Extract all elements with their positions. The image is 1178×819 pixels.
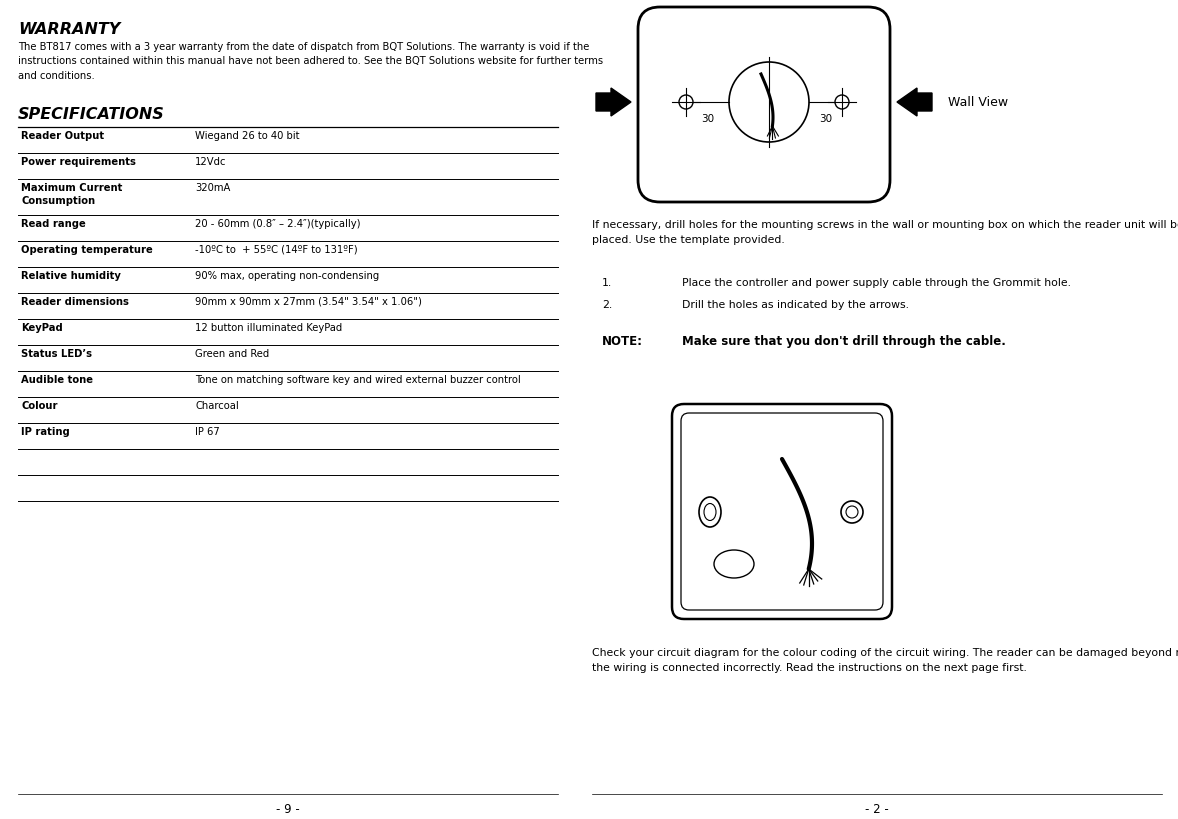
FancyBboxPatch shape <box>671 405 892 619</box>
Text: 30: 30 <box>819 114 832 124</box>
Text: IP 67: IP 67 <box>196 427 220 437</box>
Text: NOTE:: NOTE: <box>602 335 643 347</box>
Text: - 9 -: - 9 - <box>276 802 300 815</box>
Text: Colour: Colour <box>21 400 58 410</box>
Text: 320mA: 320mA <box>196 183 231 192</box>
Text: Green and Red: Green and Red <box>196 349 270 359</box>
Text: Status LED’s: Status LED’s <box>21 349 92 359</box>
Text: 20 - 60mm (0.8″ – 2.4″)(typically): 20 - 60mm (0.8″ – 2.4″)(typically) <box>196 219 360 229</box>
Text: 30: 30 <box>701 114 714 124</box>
FancyArrow shape <box>596 89 631 117</box>
Text: KeyPad: KeyPad <box>21 323 62 333</box>
Text: Wiegand 26 to 40 bit: Wiegand 26 to 40 bit <box>196 131 299 141</box>
Text: WARRANTY: WARRANTY <box>18 22 120 37</box>
Text: Place the controller and power supply cable through the Grommit hole.: Place the controller and power supply ca… <box>682 278 1071 287</box>
Text: 2.: 2. <box>602 300 613 310</box>
Text: Wall View: Wall View <box>948 97 1008 110</box>
Text: 90mm x 90mm x 27mm (3.54" 3.54" x 1.06"): 90mm x 90mm x 27mm (3.54" 3.54" x 1.06") <box>196 296 422 306</box>
FancyBboxPatch shape <box>638 8 891 203</box>
Text: Reader Output: Reader Output <box>21 131 104 141</box>
Text: - 2 -: - 2 - <box>865 802 889 815</box>
Text: Audible tone: Audible tone <box>21 374 93 385</box>
Text: Tone on matching software key and wired external buzzer control: Tone on matching software key and wired … <box>196 374 521 385</box>
Text: Relative humidity: Relative humidity <box>21 270 121 281</box>
Text: Check your circuit diagram for the colour coding of the circuit wiring. The read: Check your circuit diagram for the colou… <box>593 647 1178 672</box>
Text: IP rating: IP rating <box>21 427 70 437</box>
Text: -10ºC to  + 55ºC (14ºF to 131ºF): -10ºC to + 55ºC (14ºF to 131ºF) <box>196 245 358 255</box>
Text: The BT817 comes with a 3 year warranty from the date of dispatch from BQT Soluti: The BT817 comes with a 3 year warranty f… <box>18 42 603 81</box>
Text: 90% max, operating non-condensing: 90% max, operating non-condensing <box>196 270 379 281</box>
Text: Read range: Read range <box>21 219 86 229</box>
Text: Drill the holes as indicated by the arrows.: Drill the holes as indicated by the arro… <box>682 300 909 310</box>
FancyArrow shape <box>896 89 932 117</box>
Text: 1.: 1. <box>602 278 613 287</box>
Text: SPECIFICATIONS: SPECIFICATIONS <box>18 106 165 122</box>
Text: 12Vdc: 12Vdc <box>196 156 226 167</box>
Text: 12 button illuminated KeyPad: 12 button illuminated KeyPad <box>196 323 343 333</box>
Text: Make sure that you don't drill through the cable.: Make sure that you don't drill through t… <box>682 335 1006 347</box>
Text: Power requirements: Power requirements <box>21 156 135 167</box>
Text: If necessary, drill holes for the mounting screws in the wall or mounting box on: If necessary, drill holes for the mounti… <box>593 219 1178 245</box>
Text: Maximum Current
Consumption: Maximum Current Consumption <box>21 183 123 206</box>
Text: Reader dimensions: Reader dimensions <box>21 296 128 306</box>
FancyBboxPatch shape <box>681 414 884 610</box>
Text: Operating temperature: Operating temperature <box>21 245 153 255</box>
Text: Charcoal: Charcoal <box>196 400 239 410</box>
